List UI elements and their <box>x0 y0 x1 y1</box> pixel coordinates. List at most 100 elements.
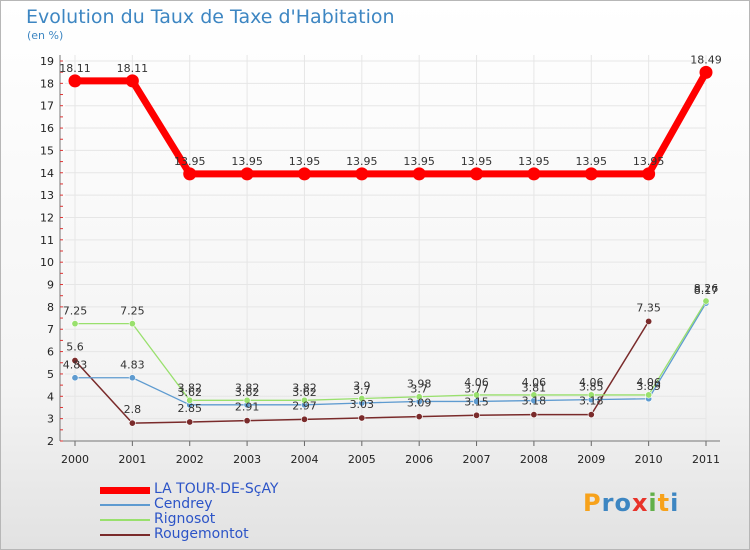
data-point <box>470 167 484 181</box>
x-tick-label: 2011 <box>692 453 720 466</box>
y-tick-label: 12 <box>40 211 54 224</box>
data-label: 18.49 <box>690 53 722 66</box>
y-axis-unit: (en %) <box>27 29 64 42</box>
x-tick-label: 2001 <box>118 453 146 466</box>
series-line-2 <box>75 300 707 401</box>
data-point <box>71 357 79 365</box>
legend-label: Cendrey <box>154 496 213 512</box>
y-tick-label: 16 <box>40 122 54 135</box>
data-label: 8.17 <box>694 284 719 297</box>
y-tick-label: 9 <box>47 279 54 292</box>
data-label: 3.82 <box>235 381 260 394</box>
y-tick-label: 11 <box>40 234 54 247</box>
data-label: 3.7 <box>353 384 371 397</box>
data-label: 4.06 <box>522 376 547 389</box>
data-point <box>186 418 194 426</box>
data-label: 2.97 <box>292 399 317 412</box>
y-tick-label: 2 <box>47 435 54 448</box>
data-label: 3.82 <box>177 381 202 394</box>
data-point <box>702 297 710 305</box>
x-tick-label: 2010 <box>635 453 663 466</box>
y-tick-label: 18 <box>40 77 54 90</box>
y-tick-label: 15 <box>40 144 54 157</box>
data-label: 3.09 <box>407 397 432 410</box>
data-label: 7.35 <box>636 301 661 314</box>
data-point <box>530 411 538 419</box>
data-point <box>415 413 423 421</box>
legend-swatch <box>100 519 150 521</box>
data-label: 13.95 <box>633 155 665 168</box>
data-point <box>183 167 197 181</box>
data-point <box>71 374 79 382</box>
data-point <box>128 374 136 382</box>
data-point <box>415 393 423 401</box>
data-label: 13.95 <box>461 155 493 168</box>
legend-swatch <box>100 486 150 494</box>
data-label: 7.25 <box>120 305 145 318</box>
data-label: 13.95 <box>231 155 263 168</box>
data-point <box>473 411 481 419</box>
data-label: 13.95 <box>518 155 550 168</box>
x-tick-label: 2007 <box>463 453 491 466</box>
data-label: 4.06 <box>579 376 604 389</box>
data-point <box>584 167 598 181</box>
x-tick-label: 2008 <box>520 453 548 466</box>
y-tick-label: 17 <box>40 100 54 113</box>
y-tick-label: 13 <box>40 189 54 202</box>
data-label: 8.26 <box>694 282 719 295</box>
data-point <box>186 396 194 404</box>
data-label: 18.11 <box>59 62 91 75</box>
legend-label: LA TOUR-DE-SçAY <box>154 481 279 497</box>
data-label: 3.18 <box>579 395 604 408</box>
data-point <box>412 167 426 181</box>
data-point <box>530 391 538 399</box>
data-label: 3.18 <box>522 395 547 408</box>
legend-swatch <box>100 504 150 506</box>
data-point <box>645 391 653 399</box>
data-point <box>240 167 254 181</box>
x-tick-label: 2000 <box>61 453 89 466</box>
data-label: 7.25 <box>63 305 88 318</box>
data-point <box>699 65 713 79</box>
data-label: 3.77 <box>464 382 489 395</box>
y-tick-label: 10 <box>40 256 54 269</box>
data-label: 3.03 <box>350 398 375 411</box>
x-tick-label: 2006 <box>405 453 433 466</box>
y-tick-label: 14 <box>40 167 54 180</box>
data-label: 3.81 <box>522 382 547 395</box>
x-tick-label: 2003 <box>233 453 261 466</box>
data-point <box>642 167 656 181</box>
data-label: 3.85 <box>579 381 604 394</box>
data-label: 4.83 <box>120 359 145 372</box>
x-tick-label: 2004 <box>290 453 318 466</box>
data-label: 4.06 <box>636 376 661 389</box>
data-label: 13.95 <box>576 155 608 168</box>
series-line-1 <box>75 302 707 406</box>
data-point <box>297 167 311 181</box>
data-label: 3.62 <box>292 386 317 399</box>
series-line-0 <box>75 70 710 178</box>
x-tick-label: 2009 <box>577 453 605 466</box>
data-label: 3.15 <box>464 395 489 408</box>
data-point <box>128 320 136 328</box>
x-tick-label: 2002 <box>176 453 204 466</box>
data-point <box>243 417 251 425</box>
data-label: 3.98 <box>407 378 432 391</box>
data-label: 3.62 <box>177 386 202 399</box>
data-point <box>587 411 595 419</box>
data-point <box>300 396 308 404</box>
data-point <box>473 391 481 399</box>
data-point <box>358 395 366 403</box>
data-label: 3.9 <box>353 380 371 393</box>
legend-label: Rougemontot <box>154 526 249 542</box>
data-label: 13.95 <box>403 155 435 168</box>
data-label: 2.8 <box>124 403 142 416</box>
data-label: 4.06 <box>464 376 489 389</box>
data-label: 3.7 <box>410 382 428 395</box>
data-label: 13.95 <box>289 155 321 168</box>
y-tick-label: 8 <box>47 301 54 314</box>
y-tick-label: 6 <box>47 346 54 359</box>
y-tick-label: 5 <box>47 368 54 381</box>
